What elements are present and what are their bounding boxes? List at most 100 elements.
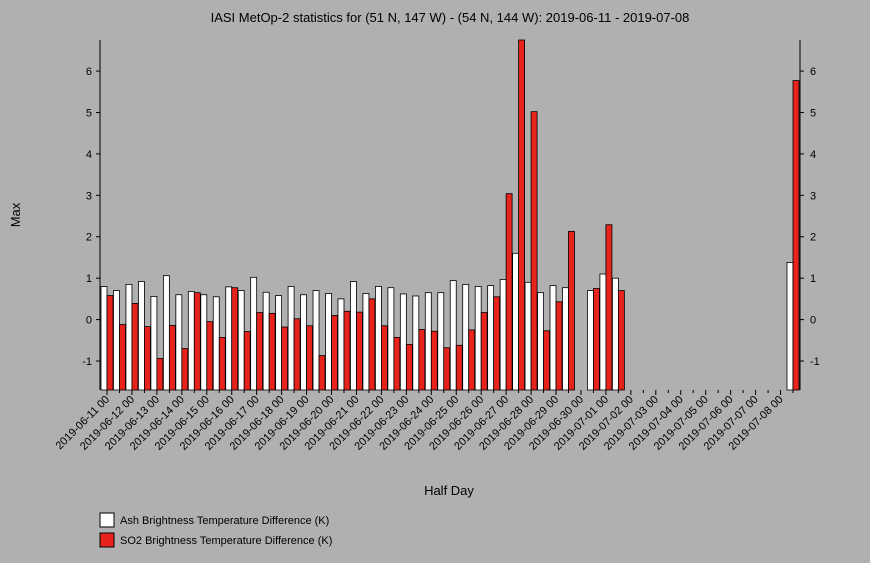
bar — [368, 298, 376, 391]
bar — [287, 286, 295, 391]
y2-tick-label: -1 — [810, 356, 820, 368]
bar — [430, 330, 438, 391]
bar — [611, 277, 619, 391]
bar — [437, 292, 445, 391]
bar — [231, 287, 239, 391]
legend-swatch — [99, 532, 115, 548]
legend-label: SO2 Brightness Temperature Difference (K… — [120, 535, 332, 547]
bar — [300, 294, 307, 391]
bar — [125, 283, 133, 391]
bar — [524, 281, 532, 391]
bar — [505, 193, 513, 391]
chart-title: IASI MetOp-2 statistics for (51 N, 147 W… — [211, 10, 690, 25]
bar — [168, 324, 176, 391]
y2-tick-label: 3 — [810, 190, 816, 202]
y-tick-label: 2 — [86, 232, 92, 244]
bar — [537, 292, 544, 391]
bar — [343, 310, 351, 391]
bar — [455, 344, 463, 391]
legend-swatch — [99, 512, 115, 528]
y-tick-label: 4 — [86, 149, 92, 161]
legend-label: Ash Brightness Temperature Difference (K… — [120, 515, 329, 527]
bar — [549, 285, 557, 391]
bar — [599, 273, 607, 391]
y2-tick-label: 5 — [810, 107, 816, 119]
bar — [275, 295, 283, 391]
bar — [119, 324, 126, 391]
y2-tick-label: 6 — [810, 66, 816, 78]
bar — [568, 230, 575, 391]
bar — [362, 293, 370, 391]
bar — [187, 291, 195, 391]
bar — [206, 321, 214, 391]
bar — [562, 287, 569, 391]
y-tick-label: 3 — [86, 190, 92, 202]
bar — [325, 293, 332, 391]
bar — [243, 331, 251, 391]
bar — [237, 290, 245, 391]
bar — [499, 279, 507, 391]
y2-tick-label: 1 — [810, 273, 816, 285]
bar — [225, 286, 233, 391]
bar — [462, 283, 470, 391]
bar — [412, 295, 420, 391]
bar — [449, 280, 457, 391]
bar — [156, 358, 164, 391]
bar — [337, 298, 345, 391]
bar — [144, 326, 151, 391]
y-tick-label: 6 — [86, 66, 92, 78]
bar — [131, 303, 139, 391]
bar — [100, 286, 108, 391]
y-axis-label: Max — [8, 202, 23, 227]
bar — [106, 295, 114, 391]
bar — [543, 330, 550, 391]
bar — [605, 224, 613, 391]
bar — [212, 296, 220, 391]
y-tick-label: 1 — [86, 273, 92, 285]
bar — [318, 355, 326, 391]
bar — [262, 291, 270, 391]
bar — [468, 329, 476, 391]
bar — [150, 295, 158, 391]
y-tick-label: 5 — [86, 107, 92, 119]
bar — [487, 285, 495, 391]
bar — [480, 312, 488, 391]
bar — [374, 286, 382, 391]
y2-tick-label: 4 — [810, 149, 816, 161]
bar — [443, 347, 451, 391]
bar — [113, 290, 120, 391]
bar — [256, 312, 264, 391]
bar — [518, 39, 525, 391]
x-axis-label: Half Day — [424, 483, 474, 498]
bar — [175, 294, 183, 391]
bar — [474, 286, 482, 391]
bar — [792, 80, 800, 391]
y-tick-label: 0 — [86, 315, 92, 327]
bar — [312, 290, 320, 391]
bar — [530, 111, 538, 391]
bar — [418, 329, 426, 391]
bar — [250, 276, 258, 391]
bar — [281, 326, 289, 391]
bar — [306, 325, 313, 391]
bar — [162, 275, 170, 391]
y2-tick-label: 2 — [810, 232, 816, 244]
bar — [512, 252, 519, 391]
bar — [350, 281, 357, 391]
bar — [193, 292, 201, 391]
bar — [268, 312, 276, 391]
y2-tick-label: 0 — [810, 315, 816, 327]
bar — [493, 296, 501, 391]
bar — [218, 336, 226, 391]
bar — [393, 336, 401, 391]
bar — [356, 311, 363, 391]
bar — [424, 292, 432, 391]
bar — [331, 315, 338, 391]
bar — [593, 288, 600, 391]
y-tick-label: -1 — [82, 356, 92, 368]
bar — [617, 290, 625, 391]
bar — [181, 348, 189, 391]
bar — [399, 293, 407, 391]
